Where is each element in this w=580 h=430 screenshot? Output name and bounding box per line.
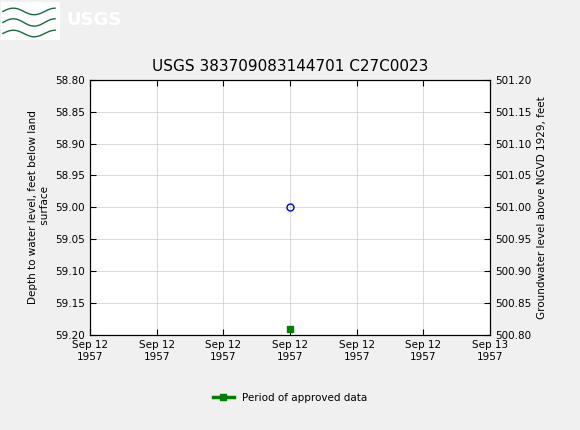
Title: USGS 383709083144701 C27C0023: USGS 383709083144701 C27C0023: [152, 59, 428, 74]
Y-axis label: Depth to water level, feet below land
 surface: Depth to water level, feet below land su…: [28, 111, 50, 304]
Text: USGS: USGS: [67, 12, 122, 29]
Y-axis label: Groundwater level above NGVD 1929, feet: Groundwater level above NGVD 1929, feet: [537, 96, 547, 319]
Legend: Period of approved data: Period of approved data: [209, 389, 371, 407]
FancyBboxPatch shape: [1, 2, 59, 39]
